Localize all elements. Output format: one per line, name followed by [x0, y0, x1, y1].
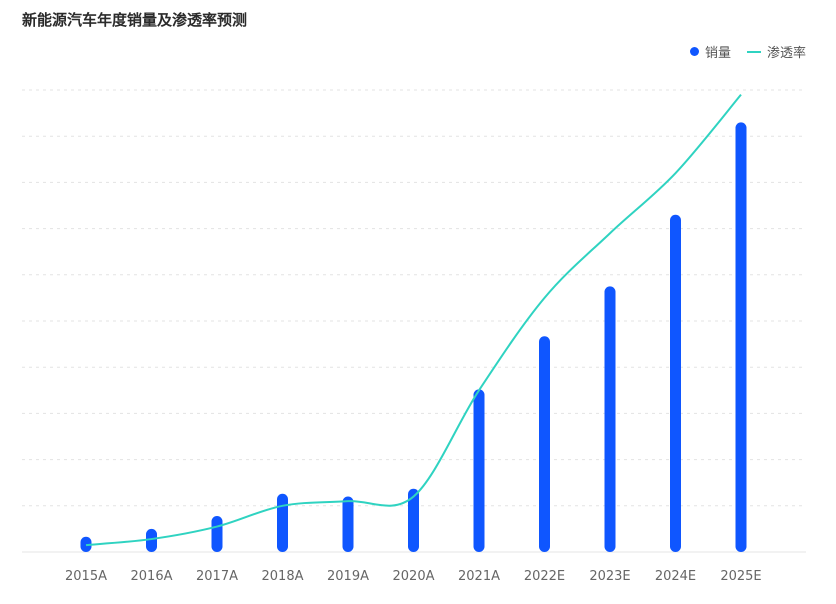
legend-label-sales: 销量: [704, 46, 731, 61]
legend-item-penetration[interactable]: 渗透率: [746, 42, 806, 61]
legend-label-penetration: 渗透率: [766, 46, 806, 61]
x-tick-label: 2024E: [655, 569, 696, 584]
x-tick-label: 2019A: [327, 569, 369, 584]
x-tick-label: 2025E: [720, 569, 761, 584]
legend-line-icon: [746, 50, 761, 53]
legend-dot-icon: [689, 47, 699, 56]
bar-2016A: [146, 528, 157, 552]
chart-title: 新能源汽车年度销量及渗透率预测: [22, 11, 248, 29]
x-tick-label: 2020A: [393, 569, 435, 584]
x-tick-label: 2021A: [458, 569, 500, 584]
bar-2017A: [211, 515, 223, 552]
x-tick-label: 2022E: [524, 569, 565, 584]
bar-2023E: [604, 286, 616, 552]
bar-2021A: [473, 389, 485, 552]
bar-2018A: [277, 493, 288, 552]
x-tick-label: 2017A: [196, 569, 238, 584]
legend-item-sales[interactable]: 销量: [689, 42, 731, 61]
x-tick-label: 2015A: [65, 569, 107, 584]
bar-2025E: [735, 122, 747, 552]
x-tick-label: 2023E: [589, 569, 630, 584]
legend: 销量 渗透率: [674, 42, 806, 61]
x-tick-label: 2018A: [262, 569, 304, 584]
bar-2024E: [670, 214, 681, 553]
bar-2020A: [408, 488, 419, 552]
bar-2019A: [342, 496, 354, 552]
bar-2022E: [539, 336, 550, 552]
x-tick-label: 2016A: [131, 569, 173, 584]
line-series-penetration: [85, 93, 742, 547]
